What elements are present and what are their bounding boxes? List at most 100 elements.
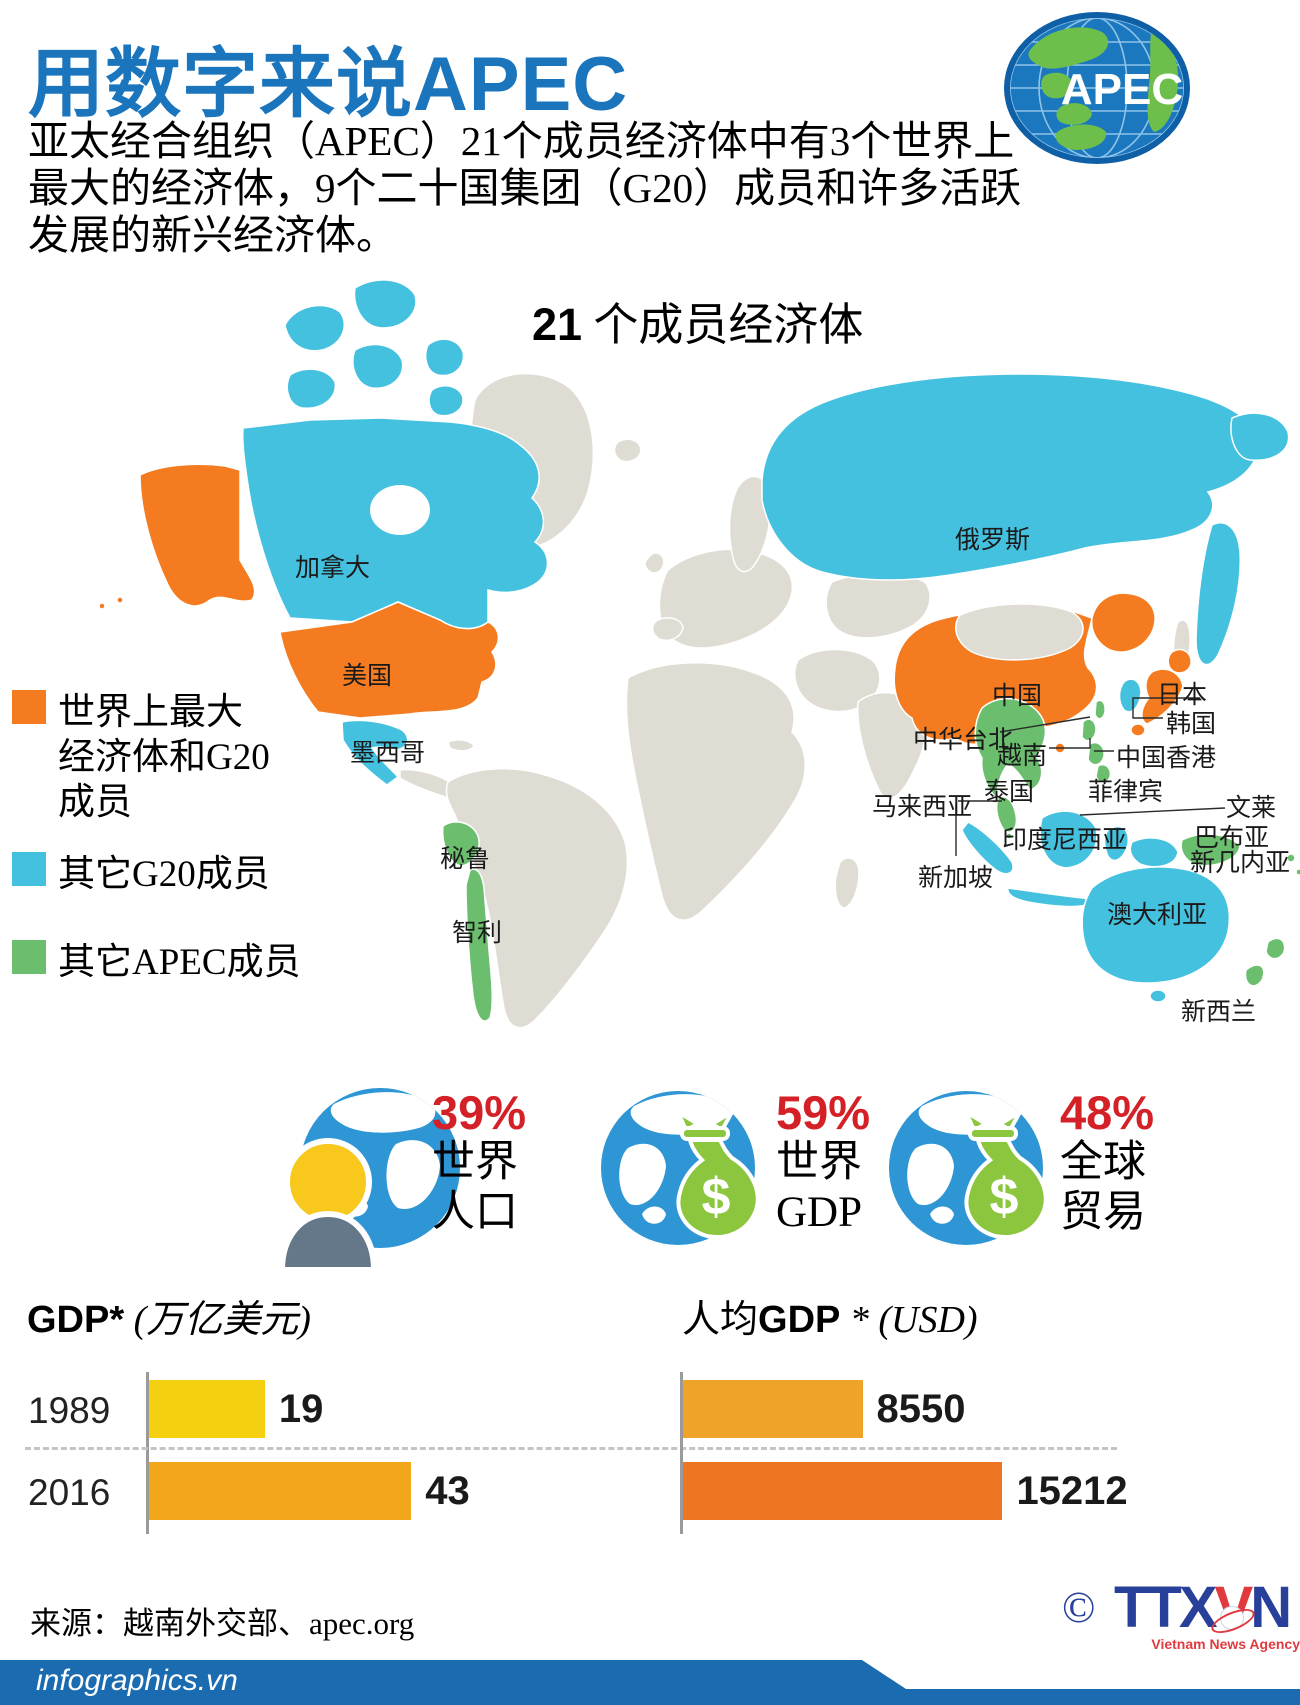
country-newzealand-south [1244, 964, 1265, 987]
site-name: infographics.vn [36, 1664, 238, 1697]
country-russia [761, 373, 1260, 581]
island-borneo [1039, 810, 1098, 869]
intro-line-1: 亚太经合组织（APEC）21个成员经济体中有3个世界上 [28, 118, 1015, 164]
country-philippines [1095, 764, 1112, 784]
hudson-bay [370, 485, 430, 535]
legend-item-largest-g20: 世界上最大 经济体和G20 成员 [12, 690, 270, 825]
person-globe-icon [278, 1088, 460, 1273]
country-chile [465, 868, 493, 1022]
country-iceland [613, 438, 642, 463]
stat-text: 48% 全球 贸易 [1060, 1088, 1154, 1238]
legend-text-other-g20: 其它G20成员 [58, 852, 270, 897]
gdp-bar-1989 [149, 1380, 265, 1438]
percap-title-bold: GDP [758, 1299, 841, 1341]
country-japan-kyushu [1130, 723, 1146, 737]
stat-percent: 39% [432, 1086, 527, 1139]
legend-text-largest-g20: 世界上最大 经济体和G20 成员 [58, 690, 270, 825]
world-map [98, 279, 1300, 1029]
percap-title-prefix: 人均 [682, 1299, 759, 1341]
region-malay-peninsula [995, 796, 1018, 833]
gdp-value-2016: 43 [425, 1468, 470, 1513]
percap-value-1989: 8550 [876, 1386, 966, 1431]
country-china-manchuria [1090, 592, 1156, 653]
percap-value-2016: 15212 [1016, 1468, 1128, 1513]
island-java [1007, 887, 1093, 908]
legend-line: 其它APEC成员 [58, 942, 301, 983]
region-uk [644, 552, 665, 574]
arctic-island [352, 343, 404, 389]
country-japan-honshu [1141, 668, 1184, 725]
year-label-1989: 1989 [28, 1390, 111, 1431]
country-usa [279, 601, 500, 719]
map-title-text: 个成员经济体 [582, 300, 864, 350]
chart-divider-dashed [25, 1447, 1117, 1450]
arctic-island [286, 368, 337, 409]
region-africa [625, 662, 806, 921]
stat-percent: 48% [1060, 1086, 1155, 1139]
gdp-chart-title-unit: (万亿美元) [124, 1299, 311, 1341]
apec-logo-globe-icon: APEC [1004, 12, 1190, 164]
svg-text:$: $ [702, 1168, 731, 1226]
percap-bar-1989 [683, 1380, 863, 1438]
stat-line2: GDP [776, 1189, 863, 1236]
money-bag-globe-icon: $ [601, 1091, 760, 1245]
gdp-chart-axis [146, 1372, 149, 1534]
gdp-value-1989: 19 [278, 1386, 324, 1431]
ttxvn-subtitle: Vietnam News Agency [1151, 1636, 1300, 1652]
country-philippines [1081, 718, 1097, 742]
island-sumatra [961, 821, 1014, 875]
legend-swatch-blue [12, 852, 46, 886]
page-title: 用数字来说APEC [28, 42, 629, 127]
pacific-island [1286, 853, 1296, 863]
percap-bar-2016 [683, 1462, 1003, 1520]
svg-text:$: $ [990, 1168, 1019, 1226]
legend-swatch-orange [12, 690, 46, 724]
legend-line: 成员 [58, 782, 132, 823]
svg-text:APEC: APEC [1061, 65, 1183, 114]
arctic-island [428, 385, 464, 417]
copyright-icon: © [1062, 1583, 1096, 1632]
country-korea [1118, 678, 1142, 713]
country-singapore [1005, 832, 1013, 840]
ttxvn-letters: TTXVN [1114, 1574, 1292, 1641]
legend-text-other-apec: 其它APEC成员 [58, 940, 301, 985]
country-taiwan [1094, 699, 1106, 720]
stat-world-gdp: $ 59% 世界 GDP [598, 1086, 918, 1271]
legend-swatch-green [12, 940, 46, 974]
region-west-papua [1129, 837, 1179, 868]
country-mexico [341, 719, 409, 786]
pointer-japan-korea [1132, 697, 1200, 719]
footer-bar [0, 1660, 1300, 1705]
arctic-island [353, 279, 417, 329]
gdp-chart-title: GDP* (万亿美元) [27, 1288, 311, 1343]
pointer-brunei [1079, 807, 1226, 816]
region-central-asia [825, 572, 931, 639]
intro-line-2: 最大的经济体，9个二十国集团（G20）成员和许多活跃 [28, 165, 1022, 211]
stat-global-trade: $ 48% 全球 贸易 [886, 1086, 1206, 1271]
island-tasmania [1149, 989, 1167, 1003]
stat-percent: 59% [776, 1086, 871, 1139]
percap-chart-axis [680, 1372, 683, 1534]
stat-text: 39% 世界 人口 [432, 1088, 526, 1238]
region-indochina [974, 697, 1047, 803]
stat-line1: 全球 [1060, 1139, 1146, 1186]
percap-chart-title: 人均GDP * (USD) [682, 1288, 978, 1343]
region-iberia [651, 617, 684, 641]
percap-bar-row-1989: 8550 [683, 1380, 966, 1438]
legend-line: 其它G20成员 [58, 854, 270, 895]
ttxvn-tt: TTX [1114, 1575, 1218, 1640]
ttxvn-n: N [1250, 1575, 1292, 1640]
money-bag-globe-icon: $ [889, 1091, 1048, 1245]
region-caribbean [447, 739, 475, 752]
stat-world-population: 39% 世界 人口 [272, 1086, 592, 1273]
region-madagascar [834, 857, 860, 909]
country-newzealand-north [1265, 937, 1286, 960]
gdp-bar-2016 [149, 1462, 412, 1520]
country-russia-chukotka [1230, 412, 1290, 461]
stat-line1: 世界 [432, 1139, 518, 1186]
country-australia [1081, 866, 1230, 984]
pacific-island [1295, 868, 1300, 876]
arctic-island [284, 304, 345, 352]
country-japan-hokkaido [1167, 648, 1192, 674]
